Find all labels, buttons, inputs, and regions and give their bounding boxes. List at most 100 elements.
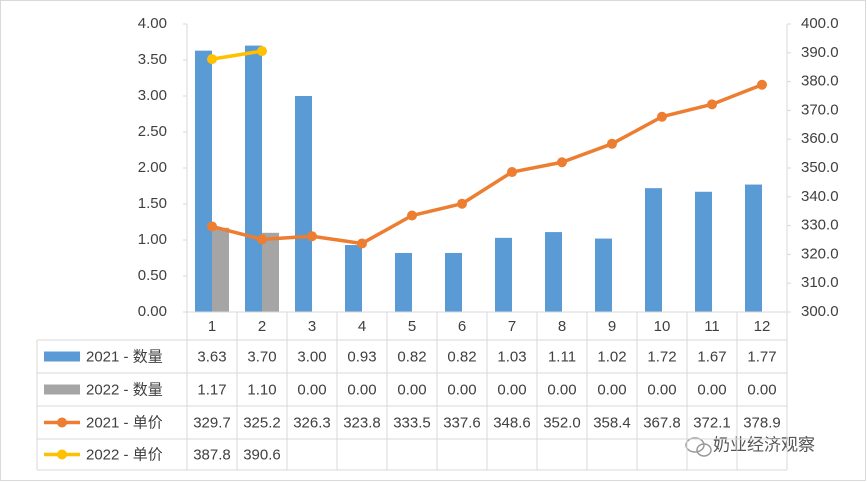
y-tick-label: 1.50 xyxy=(138,195,167,212)
line-marker xyxy=(707,99,717,110)
line-marker xyxy=(207,221,217,232)
line-marker xyxy=(457,198,467,209)
line-marker xyxy=(207,54,217,65)
table-value: 0.00 xyxy=(697,381,726,398)
y2-tick-label: 390.0 xyxy=(801,44,839,61)
line xyxy=(211,49,263,61)
table-value: 390.6 xyxy=(243,446,281,463)
line-marker xyxy=(657,111,667,122)
bar xyxy=(695,191,712,312)
x-tick-label: 11 xyxy=(704,318,720,335)
x-tick-label: 8 xyxy=(558,318,566,335)
table-value: 1.10 xyxy=(247,381,276,398)
line-marker xyxy=(757,79,767,90)
line-marker xyxy=(257,234,267,245)
table-value: 1.77 xyxy=(747,348,776,365)
watermark: 奶业经济观察 xyxy=(713,435,815,454)
legend-key xyxy=(44,384,80,395)
y2-tick-label: 340.0 xyxy=(801,188,839,205)
y-tick-label: 4.00 xyxy=(138,15,167,32)
legend-label: 2021 - 数量 xyxy=(86,348,163,365)
line-marker xyxy=(357,238,367,249)
table-value: 352.0 xyxy=(543,414,581,431)
bar xyxy=(295,96,312,312)
x-tick-label: 7 xyxy=(508,318,516,335)
table-value: 326.3 xyxy=(293,414,331,431)
table-value: 372.1 xyxy=(693,414,731,431)
y-tick-label: 3.00 xyxy=(138,87,167,104)
bar xyxy=(395,252,412,312)
bar xyxy=(195,50,212,312)
table-value: 1.72 xyxy=(647,348,676,365)
table-value: 367.8 xyxy=(643,414,681,431)
table-value: 358.4 xyxy=(593,414,631,431)
line-marker xyxy=(257,46,267,57)
table-value: 0.00 xyxy=(497,381,526,398)
y2-tick-label: 350.0 xyxy=(801,159,839,176)
y2-tick-label: 400.0 xyxy=(801,15,839,32)
legend-key xyxy=(44,351,80,362)
bar xyxy=(545,232,562,312)
bar xyxy=(745,184,762,312)
legend-label: 2022 - 单价 xyxy=(86,446,163,463)
y-tick-label: 2.00 xyxy=(138,159,167,176)
y2-tick-label: 370.0 xyxy=(801,101,839,118)
x-tick-label: 9 xyxy=(608,318,616,335)
legend-key xyxy=(57,449,67,460)
table-value: 348.6 xyxy=(493,414,531,431)
table-value: 0.00 xyxy=(397,381,426,398)
y2-tick-label: 320.0 xyxy=(801,245,839,262)
y-tick-label: 0.50 xyxy=(138,267,167,284)
table-value: 329.7 xyxy=(193,414,231,431)
bar xyxy=(262,232,279,312)
table-value: 323.8 xyxy=(343,414,381,431)
table-value: 333.5 xyxy=(393,414,431,431)
table-value: 1.11 xyxy=(548,348,576,365)
x-tick-label: 5 xyxy=(408,318,416,335)
bar xyxy=(345,245,362,312)
table-value: 3.70 xyxy=(247,348,276,365)
legend-label: 2022 - 数量 xyxy=(86,381,163,398)
x-tick-label: 6 xyxy=(458,318,466,335)
table-value: 0.00 xyxy=(297,381,326,398)
table-value: 378.9 xyxy=(743,414,781,431)
table-value: 0.82 xyxy=(447,348,476,365)
y2-tick-label: 380.0 xyxy=(801,73,839,90)
table-value: 0.93 xyxy=(347,348,376,365)
y-tick-label: 1.00 xyxy=(138,231,167,248)
line-marker xyxy=(307,231,317,242)
line-marker xyxy=(607,138,617,149)
table-value: 1.17 xyxy=(197,381,226,398)
x-tick-label: 3 xyxy=(308,318,316,335)
table-value: 0.00 xyxy=(597,381,626,398)
table-value: 1.02 xyxy=(597,348,626,365)
x-tick-label: 2 xyxy=(258,318,266,335)
x-tick-label: 12 xyxy=(754,318,771,335)
bar xyxy=(595,238,612,312)
y2-tick-label: 300.0 xyxy=(801,303,839,320)
table-value: 0.00 xyxy=(447,381,476,398)
x-tick-label: 1 xyxy=(208,318,216,335)
table-value: 0.82 xyxy=(397,348,426,365)
line-marker xyxy=(557,157,567,168)
table-value: 0.00 xyxy=(747,381,776,398)
legend-label: 2021 - 单价 xyxy=(86,414,163,431)
line-marker xyxy=(407,210,417,221)
table-value: 1.03 xyxy=(497,348,526,365)
table-value: 0.00 xyxy=(547,381,576,398)
legend-key xyxy=(57,417,67,428)
watermark-icon xyxy=(685,437,712,457)
y2-tick-label: 360.0 xyxy=(801,130,839,147)
line-marker xyxy=(507,167,517,178)
y-tick-label: 2.50 xyxy=(138,123,167,140)
table-value: 387.8 xyxy=(193,446,231,463)
table-value: 1.67 xyxy=(697,348,726,365)
bar xyxy=(245,45,262,312)
table-value: 3.63 xyxy=(197,348,226,365)
x-tick-label: 10 xyxy=(654,318,671,335)
bar xyxy=(495,237,512,312)
table-value: 0.00 xyxy=(347,381,376,398)
bar xyxy=(212,227,229,312)
